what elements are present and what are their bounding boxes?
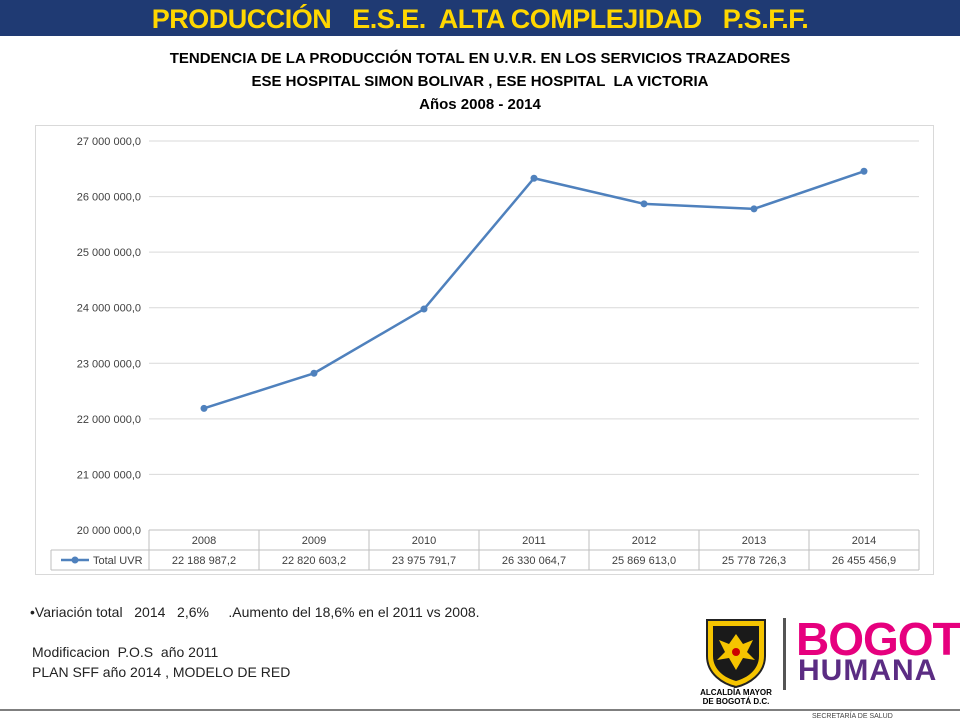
- data-point: [750, 205, 758, 213]
- legend-label: Total UVR: [93, 555, 143, 567]
- x-tick-label: 2011: [522, 535, 546, 547]
- chart-subtitle-2: ESE HOSPITAL SIMON BOLIVAR , ESE HOSPITA…: [251, 73, 709, 90]
- x-tick-label: 2012: [632, 535, 656, 547]
- footer-rule: [0, 709, 960, 711]
- data-table-value: 22 820 603,2: [282, 555, 346, 567]
- y-tick-label: 23 000 000,0: [77, 358, 141, 370]
- title-bar: [0, 0, 960, 36]
- y-tick-label: 21 000 000,0: [77, 469, 141, 481]
- data-table-value: 26 455 456,9: [832, 555, 896, 567]
- chart-frame: 20 000 000,0 21 000 000,0 22 000 000,0 23 0…: [35, 125, 934, 575]
- chart-subtitle-1: TENDENCIA DE LA PRODUCCIÓN TOTAL EN U.V.…: [169, 50, 791, 67]
- x-tick-label: 2010: [412, 535, 436, 547]
- data-point: [640, 200, 648, 208]
- data-table-value: 26 330 064,7: [502, 555, 566, 567]
- data-table-value: 25 869 613,0: [612, 555, 676, 567]
- alcaldia-caption-line2: DE BOGOTÁ D.C.: [702, 697, 770, 706]
- data-point: [530, 174, 538, 182]
- chart-subtitle-3: Años 2008 - 2014: [419, 96, 541, 113]
- x-tick-label: 2009: [302, 535, 326, 547]
- y-tick-label: 20 000 000,0: [77, 525, 141, 537]
- alcaldia-caption: ALCALDÍA MAYOR DE BOGOTÁ D.C.: [686, 688, 786, 706]
- x-tick-label: 2008: [192, 535, 216, 547]
- y-tick-label: 24 000 000,0: [77, 303, 141, 315]
- plan-note: PLAN SFF año 2014 , MODELO DE RED: [32, 664, 291, 680]
- data-point: [860, 167, 868, 175]
- variation-note: •Variación total 2014 2,6% .Aumento del …: [30, 604, 480, 620]
- footer-text: SECRETARÍA DE SALUD: [812, 713, 893, 720]
- legend-marker: [71, 556, 79, 564]
- line-chart: 20 000 000,0 21 000 000,0 22 000 000,0 23 0…: [50, 136, 920, 571]
- alcaldia-caption-line1: ALCALDÍA MAYOR: [700, 688, 772, 697]
- x-tick-label: 2013: [742, 535, 766, 547]
- data-table-value: 25 778 726,3: [722, 555, 786, 567]
- bogota-logo-text: BOGOTÁ: [796, 613, 960, 665]
- x-tick-label: 2014: [852, 535, 876, 547]
- y-tick-label: 22 000 000,0: [77, 414, 141, 426]
- alcaldia-shield-logo: [706, 619, 766, 688]
- data-table-value: 23 975 791,7: [392, 555, 456, 567]
- data-point: [200, 404, 208, 412]
- data-point: [420, 305, 428, 313]
- series-line: [203, 170, 865, 410]
- y-tick-label: 26 000 000,0: [77, 192, 141, 204]
- humana-logo-text: HUMANA: [798, 654, 938, 687]
- pos-note: Modificacion P.O.S año 2011: [32, 644, 219, 660]
- data-point: [310, 369, 318, 377]
- page-title: PRODUCCIÓN E.S.E. ALTA COMPLEJIDAD P.S.F…: [151, 4, 809, 34]
- logo-divider: [783, 618, 786, 690]
- y-tick-label: 27 000 000,0: [77, 136, 141, 148]
- data-table-value: 22 188 987,2: [172, 555, 236, 567]
- y-tick-label: 25 000 000,0: [77, 247, 141, 259]
